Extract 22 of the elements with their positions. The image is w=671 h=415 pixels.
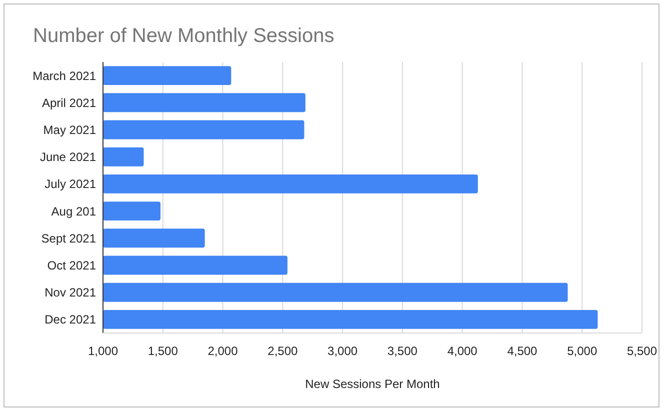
- x-tick-label: 1,000: [88, 344, 118, 358]
- x-tick-label: 4,000: [447, 344, 478, 358]
- x-tick-label: 2,000: [208, 344, 238, 358]
- chart-title: Number of New Monthly Sessions: [33, 25, 334, 47]
- y-tick-label: March 2021: [32, 68, 96, 83]
- x-tick-label: 2,500: [268, 344, 298, 358]
- x-tick-label: 4,500: [507, 344, 538, 358]
- y-tick-label: Oct 2021: [47, 258, 96, 272]
- y-tick-label: Aug 201: [51, 204, 96, 218]
- y-tick-label: May 2021: [43, 122, 96, 137]
- y-tick-label: April 2021: [42, 96, 96, 110]
- x-tick-label: 5,500: [626, 344, 658, 358]
- y-tick-label: Sept 2021: [41, 231, 96, 246]
- x-tick-label: 3,500: [387, 344, 418, 358]
- y-tick-label: Dec 2021: [44, 312, 96, 327]
- y-tick-label: June 2021: [40, 150, 96, 164]
- y-tick-label: Nov 2021: [44, 286, 96, 300]
- x-axis-title: New Sessions Per Month: [305, 377, 440, 391]
- x-tick-label: 1,500: [148, 344, 178, 358]
- y-tick-label: July 2021: [44, 177, 96, 192]
- x-tick-label: 5,000: [567, 344, 598, 358]
- x-tick-label: 3,000: [328, 344, 358, 358]
